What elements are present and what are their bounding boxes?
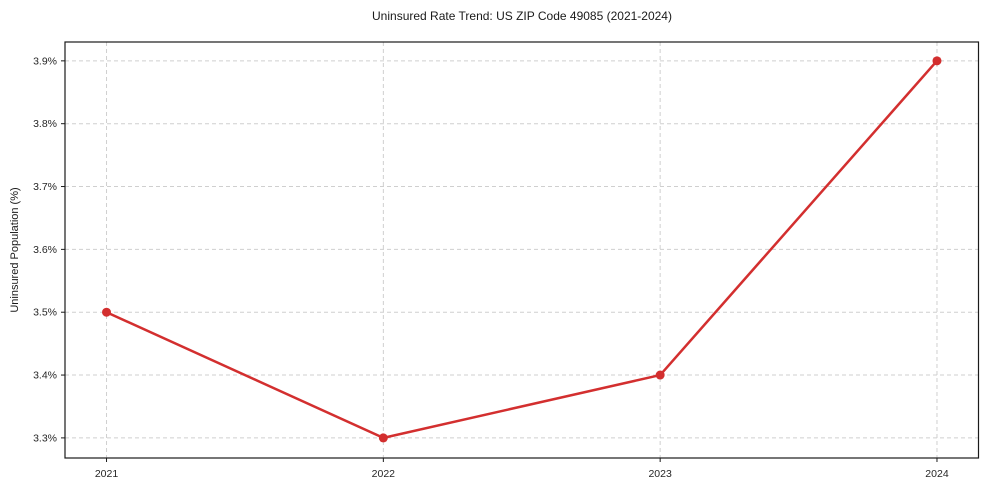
- plot-border: [64, 41, 980, 459]
- y-tick-label: 3.3%: [33, 432, 57, 444]
- x-tick-label: 2022: [372, 468, 396, 480]
- trend-line: [105, 59, 939, 440]
- y-tick-label: 3.4%: [33, 370, 57, 382]
- y-tick-label: 3.6%: [33, 244, 57, 256]
- y-tick-label: 3.9%: [33, 55, 57, 67]
- x-tick-label: 2021: [95, 468, 119, 480]
- x-tick-label: 2023: [648, 468, 672, 480]
- data-point-2023: [655, 370, 665, 380]
- y-tick-label: 3.5%: [33, 307, 57, 319]
- y-tick-label: 3.7%: [33, 181, 57, 193]
- data-point-2021: [102, 307, 112, 317]
- data-point-2024: [932, 56, 942, 66]
- data-point-2022: [378, 433, 388, 443]
- chart-title: Uninsured Rate Trend: US ZIP Code 49085 …: [372, 9, 672, 23]
- y-tick-label: 3.8%: [33, 118, 57, 130]
- x-tick-label: 2024: [925, 468, 949, 480]
